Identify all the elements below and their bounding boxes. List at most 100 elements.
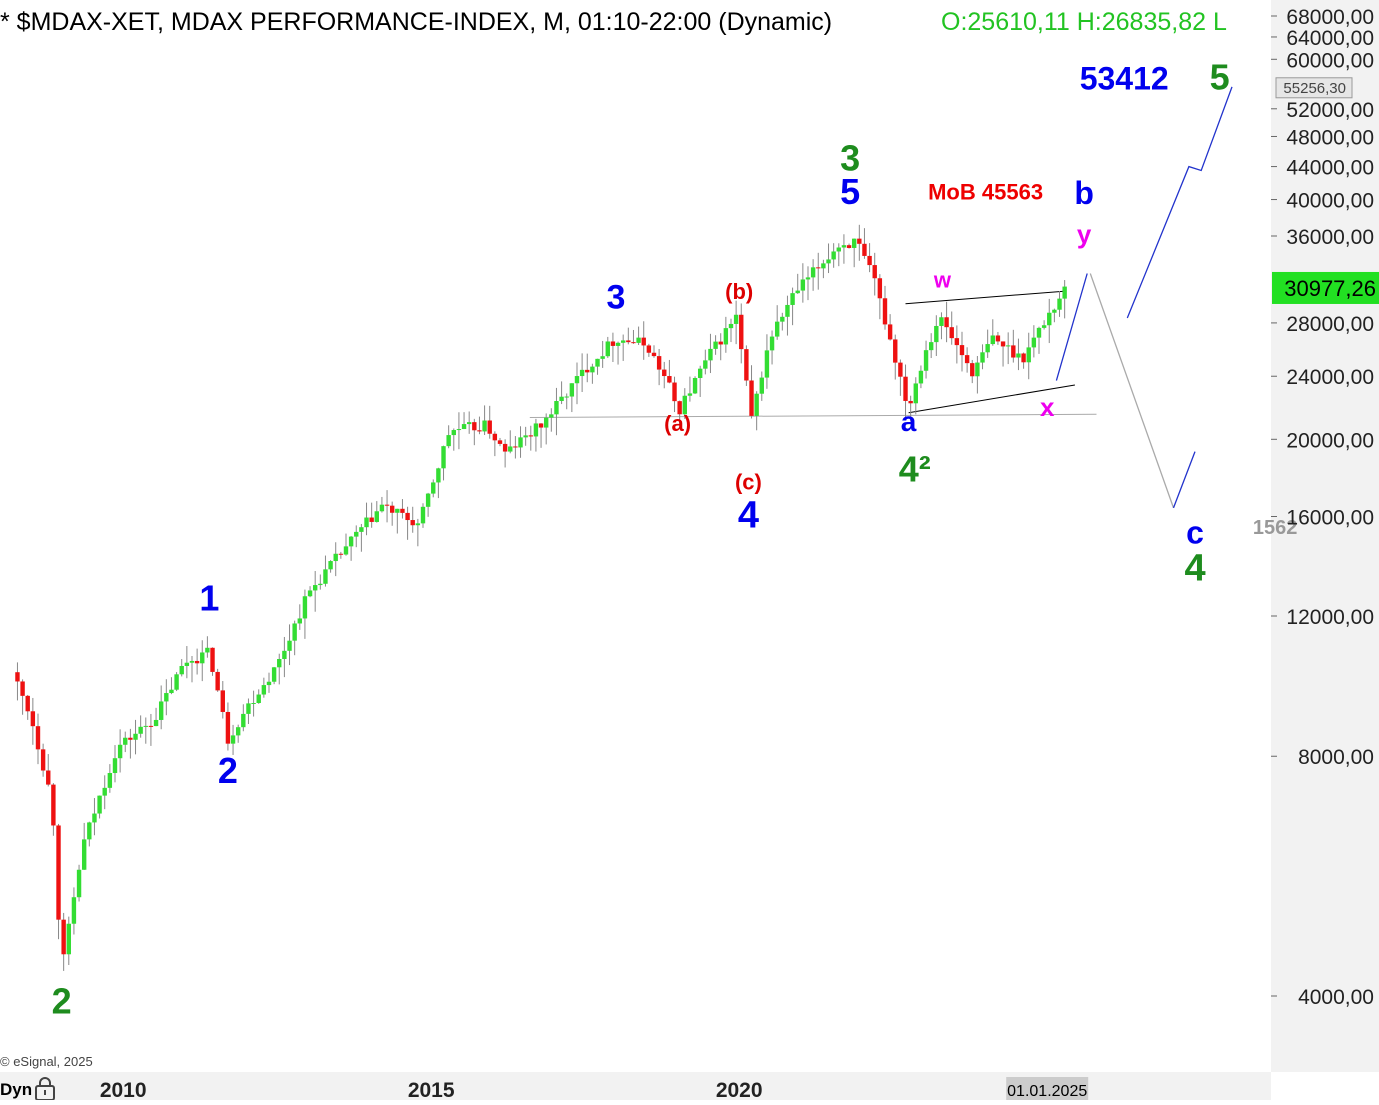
candle — [949, 311, 954, 345]
candle-body — [446, 435, 451, 447]
candle-body — [574, 376, 580, 384]
candle — [543, 413, 549, 445]
candle-body — [210, 647, 215, 672]
candle-body — [713, 341, 718, 349]
candle — [549, 408, 554, 432]
candle-body — [359, 527, 364, 532]
candle — [656, 348, 662, 386]
candle-body — [1047, 312, 1052, 326]
candle-body — [518, 437, 523, 448]
candle-body — [928, 342, 934, 351]
candle — [128, 728, 133, 759]
candle-body — [318, 583, 323, 586]
candle — [76, 864, 82, 902]
candle — [66, 916, 71, 965]
candle-body — [395, 508, 400, 513]
candle-body — [636, 337, 641, 343]
candle — [590, 363, 595, 384]
candle — [610, 332, 616, 363]
candle-body — [569, 383, 575, 397]
candle — [959, 331, 965, 372]
candle — [954, 325, 960, 364]
candle-body — [1000, 341, 1006, 347]
y-tick-label: 48000,00 — [1286, 126, 1374, 149]
candle-body — [256, 694, 261, 704]
candle-body — [128, 737, 133, 740]
candle-body — [723, 328, 729, 345]
candle-body — [312, 585, 318, 591]
candle — [456, 412, 462, 450]
candles — [15, 224, 1067, 971]
candle — [923, 340, 929, 379]
candle-body — [626, 340, 631, 343]
y-tick-label: 8000,00 — [1298, 746, 1374, 769]
candle — [585, 353, 590, 383]
candle-body — [225, 711, 231, 744]
candle-body — [662, 369, 667, 377]
candle-body — [338, 553, 344, 555]
candle-body — [164, 693, 169, 702]
candle-body — [1005, 345, 1011, 347]
candle — [913, 377, 918, 415]
candle — [35, 713, 41, 765]
candle-body — [297, 618, 302, 624]
candle-body — [970, 363, 975, 377]
candle — [697, 365, 703, 397]
candle — [739, 303, 744, 364]
candle — [225, 702, 231, 751]
candle-body — [805, 277, 811, 280]
candle — [364, 502, 369, 536]
candle — [15, 662, 20, 701]
candle — [1041, 320, 1047, 330]
candle — [754, 391, 759, 431]
time-axis[interactable]: 2010 2015 2020 01.01.2025 — [100, 1077, 1089, 1102]
candle-body — [959, 345, 965, 356]
candle-body — [1021, 353, 1026, 363]
candle-body — [35, 726, 41, 750]
candle — [821, 259, 826, 279]
candle — [389, 501, 395, 526]
candle — [205, 636, 210, 658]
candle-body — [764, 350, 770, 378]
candle — [328, 560, 333, 573]
candle-body — [585, 369, 590, 373]
candle-body — [97, 795, 102, 814]
candle-body — [235, 727, 241, 736]
wave-label: MoB 45563 — [928, 180, 1043, 205]
candle-body — [230, 735, 236, 744]
candle — [970, 359, 975, 384]
candle-body — [1041, 325, 1047, 328]
candle — [841, 234, 847, 264]
x-marker-label: 01.01.2025 — [1007, 1083, 1087, 1100]
candle — [1021, 352, 1026, 369]
wave-label: 5 — [1210, 56, 1230, 97]
candle-body — [913, 383, 918, 404]
candle-body — [451, 430, 456, 436]
wave-label: w — [933, 268, 952, 293]
wave-label: (c) — [735, 469, 762, 494]
candle-body — [143, 725, 148, 727]
candle-body — [1031, 337, 1037, 348]
candle — [246, 698, 251, 725]
candle — [410, 506, 415, 533]
annotation-lines — [529, 86, 1233, 509]
candle-body — [697, 368, 703, 379]
candle-body — [980, 352, 985, 363]
wave-label: 3 — [840, 138, 860, 179]
candle — [174, 672, 179, 692]
candle — [220, 681, 225, 719]
candle-body — [251, 703, 256, 705]
candle — [682, 388, 687, 419]
candle-body — [1052, 309, 1057, 313]
candle — [348, 535, 354, 561]
trend-line — [1055, 273, 1088, 381]
candle — [508, 430, 513, 454]
candle — [138, 715, 143, 738]
candle — [826, 243, 831, 274]
candle — [431, 479, 436, 498]
candle — [312, 571, 318, 612]
